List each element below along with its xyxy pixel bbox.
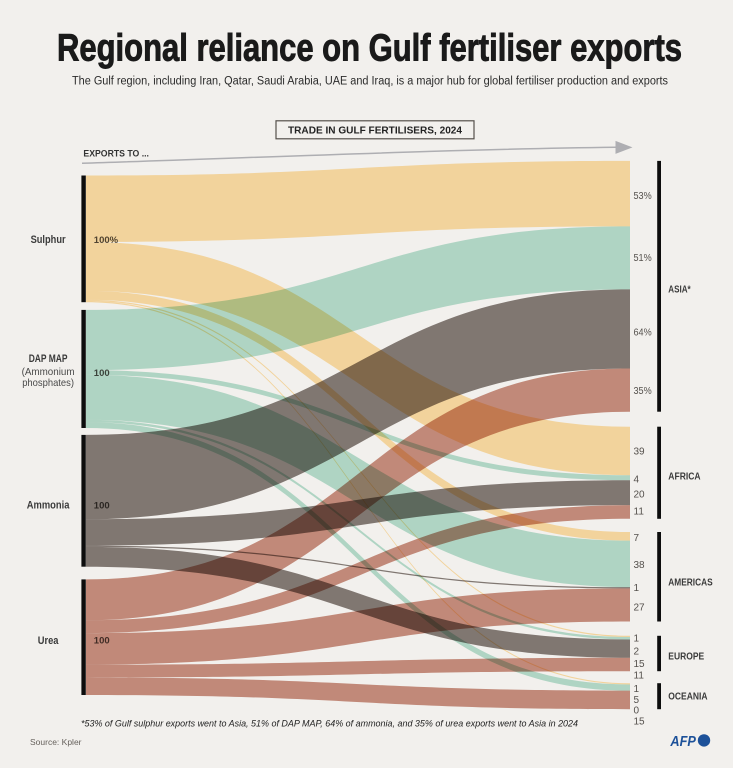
svg-text:4: 4 [634,475,640,486]
svg-text:53%: 53% [634,191,652,202]
svg-text:100: 100 [94,500,110,511]
svg-text:35%: 35% [634,386,652,397]
svg-text:EUROPE: EUROPE [668,651,704,663]
svg-text:AFRICA: AFRICA [668,471,701,483]
svg-text:Regional reliance on Gulf fert: Regional reliance on Gulf fertiliser exp… [57,27,682,69]
svg-text:Urea: Urea [38,635,59,647]
svg-text:100: 100 [94,368,110,379]
svg-text:5: 5 [634,695,640,706]
svg-text:11: 11 [634,507,645,518]
svg-text:Source: Kpler: Source: Kpler [30,737,82,747]
svg-text:1: 1 [634,633,640,644]
svg-text:phosphates): phosphates) [22,377,74,389]
svg-text:11: 11 [634,671,645,682]
svg-text:7: 7 [634,533,640,544]
svg-text:1: 1 [634,583,640,594]
svg-text:The Gulf region, including Ira: The Gulf region, including Iran, Qatar, … [72,75,668,87]
svg-text:0: 0 [634,706,640,717]
svg-text:TRADE IN GULF FERTILISERS, 202: TRADE IN GULF FERTILISERS, 2024 [288,126,462,137]
svg-text:Sulphur: Sulphur [31,234,67,246]
svg-text:51%: 51% [634,253,652,264]
svg-text:20: 20 [634,490,646,501]
svg-text:AMERICAS: AMERICAS [668,577,712,589]
svg-text:100: 100 [94,636,110,647]
svg-text:64%: 64% [634,328,652,339]
svg-text:EXPORTS TO ...: EXPORTS TO ... [83,149,149,159]
svg-text:15: 15 [634,659,646,670]
svg-text:2: 2 [634,646,640,657]
svg-text:15: 15 [634,717,646,728]
svg-text:AFP: AFP [670,733,697,750]
svg-text:1: 1 [634,684,640,695]
svg-text:ASIA*: ASIA* [668,284,691,296]
svg-text:DAP MAP: DAP MAP [29,353,68,365]
svg-text:OCEANIA: OCEANIA [668,690,708,702]
svg-text:38: 38 [634,560,646,571]
svg-text:(Ammonium: (Ammonium [22,366,75,378]
svg-text:100%: 100% [94,235,119,246]
svg-text:*53% of Gulf sulphur exports w: *53% of Gulf sulphur exports went to Asi… [81,718,578,728]
svg-text:27: 27 [634,603,646,614]
svg-text:39: 39 [634,446,646,457]
svg-text:Ammonia: Ammonia [27,500,70,512]
